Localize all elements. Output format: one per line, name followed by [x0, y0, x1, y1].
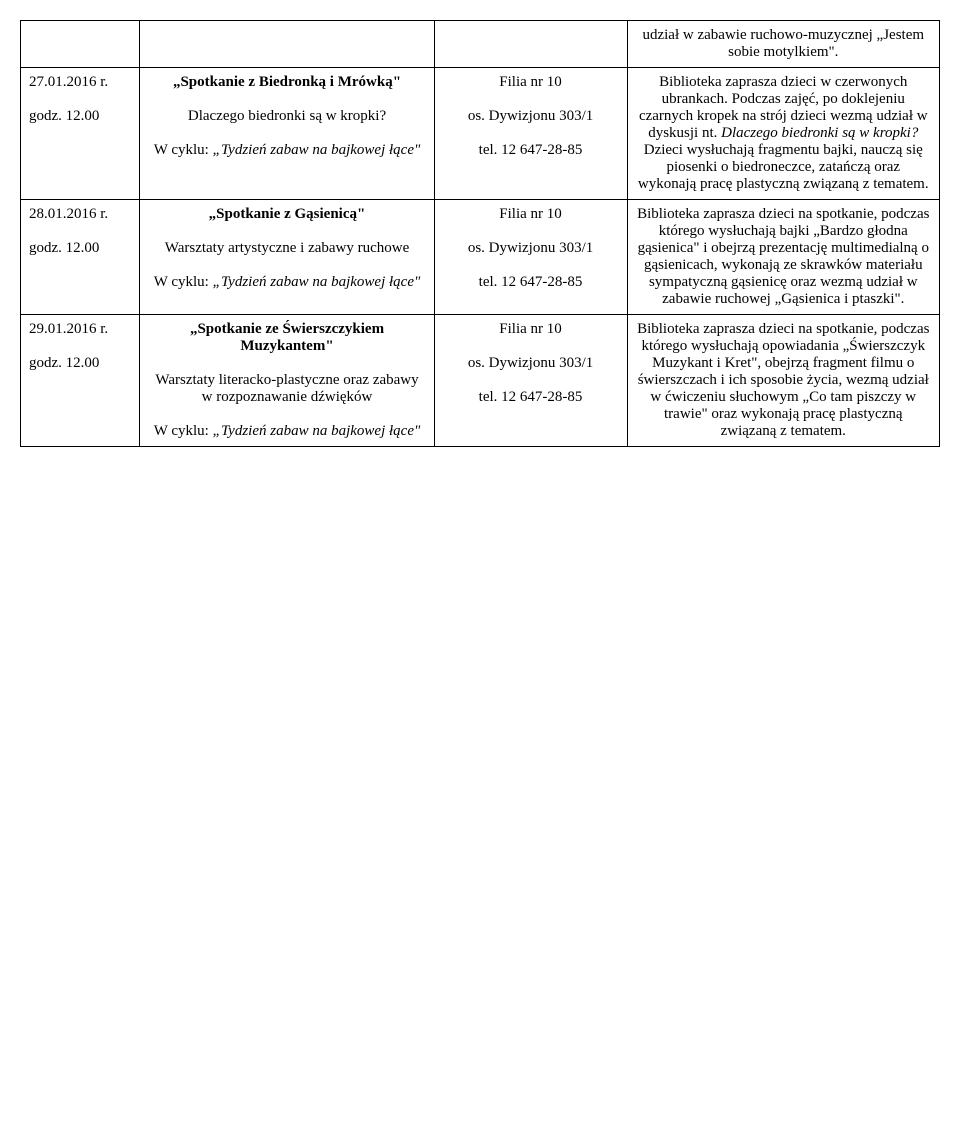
table-row: 27.01.2016 r. godz. 12.00„Spotkanie z Bi… — [21, 68, 940, 200]
cell-event: „Spotkanie ze Świerszczykiem Muzykantem"… — [140, 315, 434, 447]
event-note: W cyklu: „Tydzień zabaw na bajkowej łące… — [148, 274, 425, 291]
event-note: W cyklu: „Tydzień zabaw na bajkowej łące… — [148, 423, 425, 440]
cell-date: 29.01.2016 r. godz. 12.00 — [21, 315, 140, 447]
cell-description: udział w zabawie ruchowo-muzycznej „Jest… — [627, 21, 939, 68]
event-title: „Spotkanie z Gąsienicą" — [148, 206, 425, 223]
location-address: os. Dywizjonu 303/1 — [443, 355, 619, 372]
cell-date — [21, 21, 140, 68]
location-branch: Filia nr 10 — [443, 321, 619, 338]
event-subtitle: Warsztaty literacko-plastyczne oraz zaba… — [148, 372, 425, 406]
event-date: 28.01.2016 r. — [29, 206, 131, 223]
location-phone: tel. 12 647-28-85 — [443, 389, 619, 406]
cell-location: Filia nr 10 os. Dywizjonu 303/1 tel. 12 … — [434, 315, 627, 447]
cell-event — [140, 21, 434, 68]
event-note: W cyklu: „Tydzień zabaw na bajkowej łące… — [148, 142, 425, 159]
table-row: udział w zabawie ruchowo-muzycznej „Jest… — [21, 21, 940, 68]
location-phone: tel. 12 647-28-85 — [443, 274, 619, 291]
cell-location — [434, 21, 627, 68]
event-time: godz. 12.00 — [29, 108, 131, 125]
event-time: godz. 12.00 — [29, 240, 131, 257]
event-date: 29.01.2016 r. — [29, 321, 131, 338]
event-description: Biblioteka zaprasza dzieci na spotkanie,… — [636, 321, 931, 440]
schedule-table: udział w zabawie ruchowo-muzycznej „Jest… — [20, 20, 940, 447]
location-phone: tel. 12 647-28-85 — [443, 142, 619, 159]
location-branch: Filia nr 10 — [443, 74, 619, 91]
cell-date: 27.01.2016 r. godz. 12.00 — [21, 68, 140, 200]
event-time: godz. 12.00 — [29, 355, 131, 372]
location-branch: Filia nr 10 — [443, 206, 619, 223]
cell-date: 28.01.2016 r. godz. 12.00 — [21, 200, 140, 315]
cell-location: Filia nr 10 os. Dywizjonu 303/1 tel. 12 … — [434, 200, 627, 315]
event-title: „Spotkanie z Biedronką i Mrówką" — [148, 74, 425, 91]
cell-description: Biblioteka zaprasza dzieci na spotkanie,… — [627, 315, 939, 447]
cell-location: Filia nr 10 os. Dywizjonu 303/1 tel. 12 … — [434, 68, 627, 200]
location-address: os. Dywizjonu 303/1 — [443, 240, 619, 257]
event-description: Biblioteka zaprasza dzieci w czerwonych … — [636, 74, 931, 193]
cell-event: „Spotkanie z Biedronką i Mrówką" Dlaczeg… — [140, 68, 434, 200]
event-date: 27.01.2016 r. — [29, 74, 131, 91]
cell-event: „Spotkanie z Gąsienicą" Warsztaty artyst… — [140, 200, 434, 315]
event-subtitle: Warsztaty artystyczne i zabawy ruchowe — [148, 240, 425, 257]
table-row: 28.01.2016 r. godz. 12.00„Spotkanie z Gą… — [21, 200, 940, 315]
event-subtitle: Dlaczego biedronki są w kropki? — [148, 108, 425, 125]
event-title: „Spotkanie ze Świerszczykiem Muzykantem" — [148, 321, 425, 355]
location-address: os. Dywizjonu 303/1 — [443, 108, 619, 125]
table-row: 29.01.2016 r. godz. 12.00„Spotkanie ze Ś… — [21, 315, 940, 447]
event-description: udział w zabawie ruchowo-muzycznej „Jest… — [636, 27, 931, 61]
cell-description: Biblioteka zaprasza dzieci w czerwonych … — [627, 68, 939, 200]
event-description: Biblioteka zaprasza dzieci na spotkanie,… — [636, 206, 931, 308]
cell-description: Biblioteka zaprasza dzieci na spotkanie,… — [627, 200, 939, 315]
